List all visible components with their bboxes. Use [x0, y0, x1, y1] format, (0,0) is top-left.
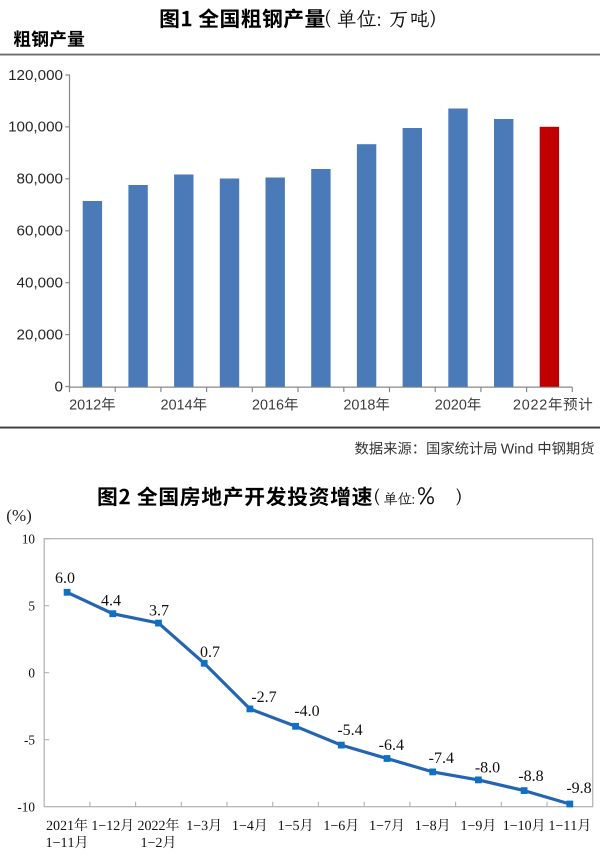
svg-text:-5.4: -5.4 — [337, 722, 362, 739]
svg-text:20,000: 20,000 — [17, 326, 63, 343]
svg-text:(%): (%) — [6, 506, 31, 525]
svg-text:6.0: 6.0 — [55, 570, 75, 587]
svg-text:0.7: 0.7 — [200, 644, 220, 661]
svg-text:80,000: 80,000 — [17, 171, 63, 188]
svg-text:-6.4: -6.4 — [379, 737, 404, 754]
svg-text:-4.0: -4.0 — [294, 703, 319, 720]
svg-text:-9.8: -9.8 — [566, 780, 591, 797]
svg-text:40,000: 40,000 — [17, 275, 63, 292]
svg-text:5: 5 — [28, 599, 35, 614]
svg-text:-2.7: -2.7 — [251, 689, 276, 706]
svg-text:-7.4: -7.4 — [429, 750, 454, 767]
svg-text:60,000: 60,000 — [17, 223, 63, 240]
svg-text:-8.8: -8.8 — [518, 768, 543, 785]
svg-text:-10: -10 — [17, 800, 35, 815]
svg-text:10: 10 — [22, 532, 36, 547]
svg-text:0: 0 — [55, 378, 63, 395]
svg-text:4.4: 4.4 — [101, 593, 121, 610]
svg-text:100,000: 100,000 — [8, 119, 63, 136]
svg-text:0: 0 — [28, 666, 35, 681]
svg-text:-5: -5 — [24, 733, 35, 748]
svg-text:3.7: 3.7 — [149, 603, 169, 620]
svg-text:-8.0: -8.0 — [475, 760, 500, 777]
svg-text:120,000: 120,000 — [8, 67, 63, 84]
